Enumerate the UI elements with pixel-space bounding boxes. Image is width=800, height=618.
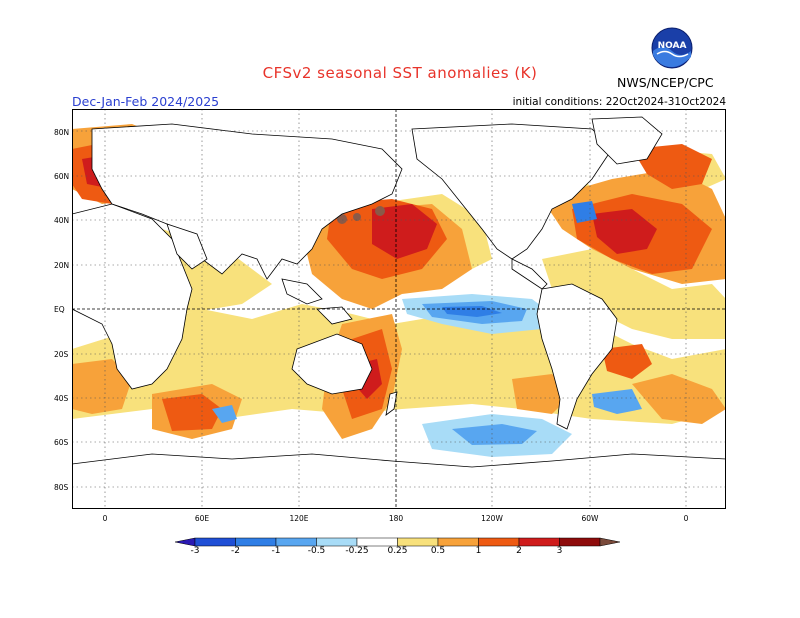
graticule xyxy=(72,109,726,509)
lat-label-40s: 40S xyxy=(54,394,69,403)
lon-label-60w: 60W xyxy=(581,514,599,523)
colorbar-cell xyxy=(518,537,560,547)
agency-label: NWS/NCEP/CPC xyxy=(617,75,714,90)
colorbar-cell xyxy=(275,537,317,547)
colorbar-tick-label: -1 xyxy=(271,546,281,556)
sst-anomaly-map xyxy=(72,109,726,509)
lon-label-180: 180 xyxy=(388,514,404,523)
lat-label-20s: 20S xyxy=(54,350,69,359)
colorbar-tick-label: -2 xyxy=(231,546,240,556)
logo-text: NOAA xyxy=(658,41,687,51)
land-masses xyxy=(72,116,726,509)
lat-label-40n: 40N xyxy=(54,216,70,225)
lat-label-60n: 60N xyxy=(54,172,70,181)
lat-label-eq: EQ xyxy=(54,305,65,314)
colorbar xyxy=(175,537,621,547)
colorbar-tick-label: 0.25 xyxy=(387,546,408,556)
lat-label-80s: 80S xyxy=(54,483,69,492)
colorbar-tick-label: -0.25 xyxy=(345,546,369,556)
anomaly-band-3 xyxy=(337,206,385,224)
lon-label-0-east: 0 xyxy=(683,514,689,523)
colorbar-tick-label: -0.5 xyxy=(307,546,326,556)
lon-label-60e: 60E xyxy=(194,514,210,523)
colorbar-tick-label: 0.5 xyxy=(430,546,446,556)
lat-label-80n: 80N xyxy=(54,128,70,137)
colorbar-tick-label: -3 xyxy=(190,546,200,556)
colorbar-cell-min xyxy=(175,537,196,547)
lat-label-20n: 20N xyxy=(54,261,70,270)
colorbar-cell-max xyxy=(599,537,621,547)
colorbar-cell xyxy=(235,537,277,547)
colorbar-cell xyxy=(559,537,601,547)
initial-conditions-label: initial conditions: 22Oct2024-31Oct2024 xyxy=(512,96,726,108)
colorbar-cell xyxy=(356,537,398,547)
map-title: CFSv2 seasonal SST anomalies (K) xyxy=(262,64,538,82)
anomaly-band-negative xyxy=(212,169,642,457)
colorbar-cell xyxy=(194,537,236,547)
colorbar-cell xyxy=(478,537,520,547)
colorbar-cell xyxy=(397,537,439,547)
colorbar-tick-label: 1 xyxy=(475,546,482,556)
colorbar-cell xyxy=(316,537,358,547)
season-label: Dec-Jan-Feb 2024/2025 xyxy=(72,94,220,109)
noaa-logo: NOAA xyxy=(651,27,693,69)
lon-label-120w: 120W xyxy=(481,514,503,523)
colorbar-tick-label: 2 xyxy=(516,546,522,556)
equator-dateline xyxy=(72,109,726,509)
lon-label-0: 0 xyxy=(102,514,108,523)
lat-label-60s: 60S xyxy=(54,438,69,447)
colorbar-cell xyxy=(437,537,479,547)
map-frame xyxy=(72,109,726,509)
colorbar-tick-label: 3 xyxy=(556,546,563,556)
lon-label-120e: 120E xyxy=(289,514,309,523)
